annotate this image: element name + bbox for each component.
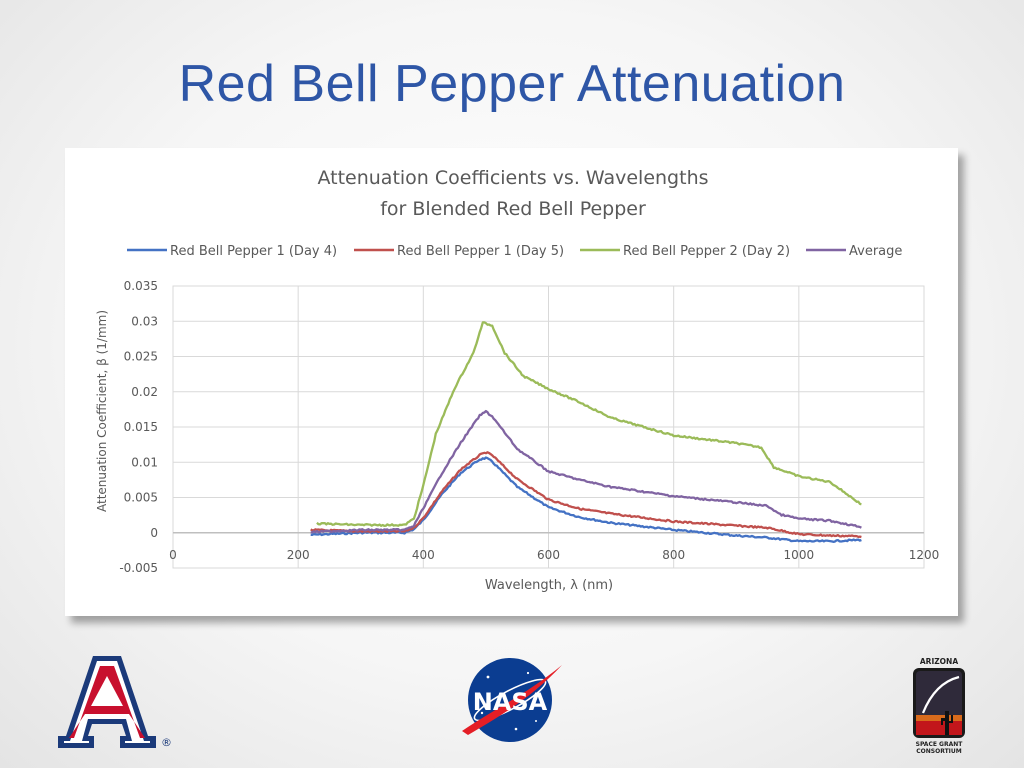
nasa-logo: NASA xyxy=(462,658,562,742)
chart-frame: Attenuation Coefficients vs. Wavelengths… xyxy=(65,148,958,616)
axis-layer: 0 200 400 600 800 1000 1200 -0.005 0 0.005 0.01 0.0… xyxy=(119,279,939,575)
y-tick-label: 0.035 xyxy=(124,279,158,293)
grid-layer xyxy=(172,285,925,569)
legend-item-label: Average xyxy=(849,244,902,259)
x-axis-label: Wavelength, λ (nm) xyxy=(485,578,613,593)
x-tick-label: 800 xyxy=(662,548,685,562)
sgc-top-text: ARIZONA xyxy=(920,657,958,666)
university-of-arizona-logo: ® xyxy=(58,656,172,749)
y-tick-label: -0.005 xyxy=(119,561,158,575)
block-a-icon xyxy=(58,656,156,748)
y-tick-label: 0.025 xyxy=(124,350,158,364)
legend-item-label: Red Bell Pepper 2 (Day 2) xyxy=(623,244,790,259)
x-tick-label: 0 xyxy=(169,548,177,562)
series-line-2 xyxy=(310,451,862,539)
x-tick-label: 600 xyxy=(537,548,560,562)
series-line-3 xyxy=(316,321,862,527)
series-line-4 xyxy=(310,409,862,534)
y-tick-label: 0.005 xyxy=(124,491,158,505)
sgc-bottom-text-2: CONSORTIUM xyxy=(916,748,961,755)
slide-title: Red Bell Pepper Attenuation xyxy=(178,55,846,113)
y-axis-label: Attenuation Coefficient, β (1/mm) xyxy=(95,310,109,512)
legend: Red Bell Pepper 1 (Day 4) Red Bell Pepper… xyxy=(127,244,902,259)
series-line-1 xyxy=(310,456,862,543)
y-tick-label: 0.015 xyxy=(124,420,158,434)
nasa-wordmark: NASA xyxy=(473,688,548,716)
x-tick-label: 1000 xyxy=(784,548,815,562)
y-tick-label: 0.03 xyxy=(131,314,158,328)
chart-title-line-1: Attenuation Coefficients vs. Wavelengths xyxy=(317,167,708,189)
legend-item-label: Red Bell Pepper 1 (Day 5) xyxy=(397,244,564,259)
legend-item-label: Red Bell Pepper 1 (Day 4) xyxy=(170,244,337,259)
x-tick-label: 400 xyxy=(412,548,435,562)
y-tick-label: 0 xyxy=(150,526,158,540)
sgc-bottom-text-1: SPACE GRANT xyxy=(916,741,964,748)
arizona-space-grant-logo: ARIZONA SPACE GRANT CONSORTIUM xyxy=(913,657,965,755)
registered-mark: ® xyxy=(161,736,172,749)
chart-title-line-2: for Blended Red Bell Pepper xyxy=(380,198,646,220)
y-tick-label: 0.02 xyxy=(131,385,158,399)
x-tick-label: 1200 xyxy=(909,548,940,562)
attenuation-chart: Attenuation Coefficients vs. Wavelengths… xyxy=(95,167,939,593)
x-tick-label: 200 xyxy=(287,548,310,562)
series-layer xyxy=(310,321,862,543)
y-tick-label: 0.01 xyxy=(131,455,158,469)
